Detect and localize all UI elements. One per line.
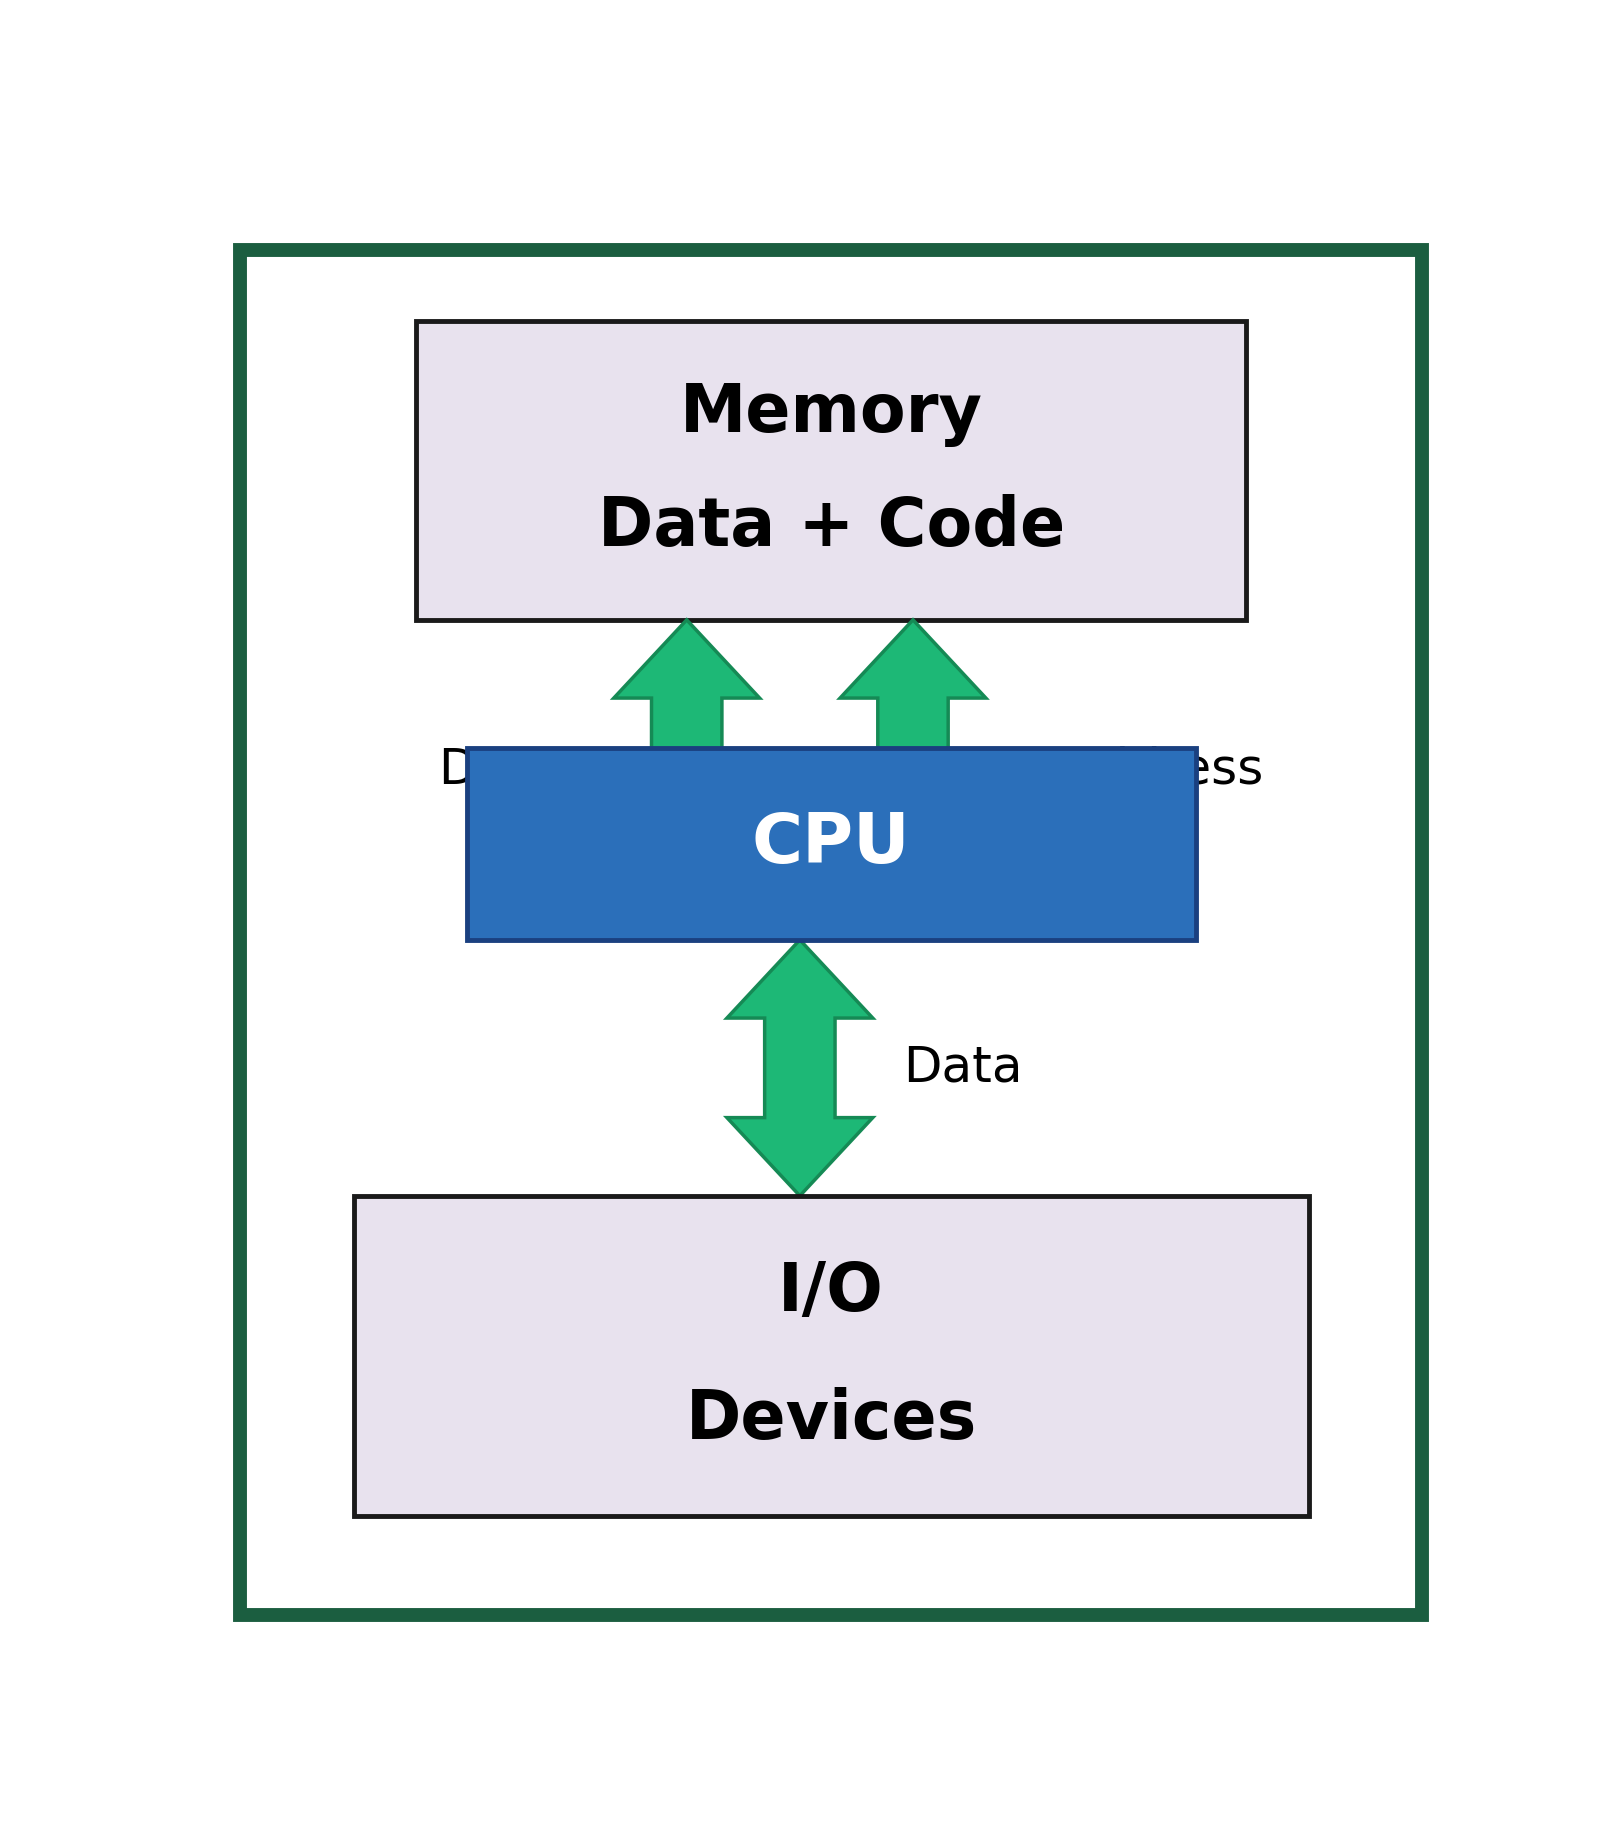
Text: CPU: CPU	[753, 811, 910, 877]
Text: Memory: Memory	[680, 380, 983, 447]
Text: Devices: Devices	[686, 1387, 976, 1454]
Bar	[417, 321, 1246, 621]
Polygon shape	[613, 621, 759, 940]
Text: Address: Address	[1064, 744, 1264, 792]
Text: Data: Data	[438, 744, 558, 792]
Bar	[354, 1195, 1309, 1516]
Bar	[467, 748, 1195, 940]
Text: Data + Code: Data + Code	[597, 495, 1066, 560]
Polygon shape	[727, 940, 873, 1195]
Text: I/O: I/O	[779, 1260, 884, 1324]
Text: Data: Data	[903, 1044, 1023, 1092]
Polygon shape	[840, 621, 986, 940]
